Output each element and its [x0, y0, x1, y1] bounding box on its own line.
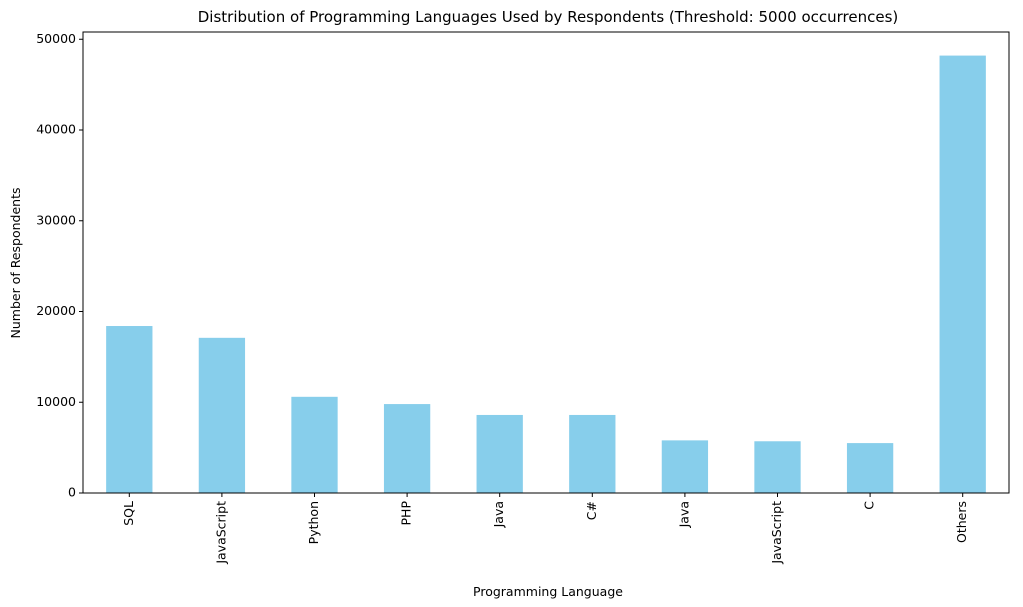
x-tick-label: Others — [954, 501, 969, 543]
y-tick-label: 20000 — [36, 303, 76, 318]
bar-6 — [661, 440, 709, 493]
bars-group — [106, 55, 986, 494]
x-tick-label: JavaScript — [213, 501, 228, 565]
y-tick-label: 10000 — [36, 394, 76, 409]
y-axis-ticks: 0 10000 20000 30000 40000 50000 — [36, 31, 83, 500]
x-tick-label: Java — [491, 501, 506, 528]
x-axis-label: Programming Language — [473, 584, 623, 599]
bar-9 — [939, 55, 986, 494]
x-tick-label: JavaScript — [769, 501, 784, 565]
bar-3 — [383, 404, 431, 493]
chart-title: Distribution of Programming Languages Us… — [198, 8, 899, 26]
y-axis-label: Number of Respondents — [8, 187, 23, 338]
y-tick-label: 50000 — [36, 31, 76, 46]
x-tick-label: PHP — [399, 501, 414, 526]
bar-7 — [754, 441, 801, 493]
bar-0 — [106, 326, 153, 493]
x-tick-label: Python — [306, 501, 321, 544]
y-tick-label: 40000 — [36, 122, 76, 137]
x-axis-ticks: SQL JavaScript Python PHP Java C# Java JavaScri… — [121, 493, 969, 565]
plot-frame — [82, 31, 1010, 494]
x-tick-label: C — [862, 501, 877, 510]
bar-1 — [198, 337, 246, 493]
y-tick-label: 30000 — [36, 212, 76, 227]
bar-2 — [291, 396, 338, 493]
x-tick-label: SQL — [121, 501, 136, 526]
x-tick-label: Java — [676, 501, 691, 528]
y-tick-label: 0 — [68, 485, 76, 500]
bar-5 — [569, 414, 616, 493]
x-tick-label: C# — [584, 501, 599, 520]
bar-8 — [846, 443, 894, 493]
bar-4 — [476, 414, 523, 493]
